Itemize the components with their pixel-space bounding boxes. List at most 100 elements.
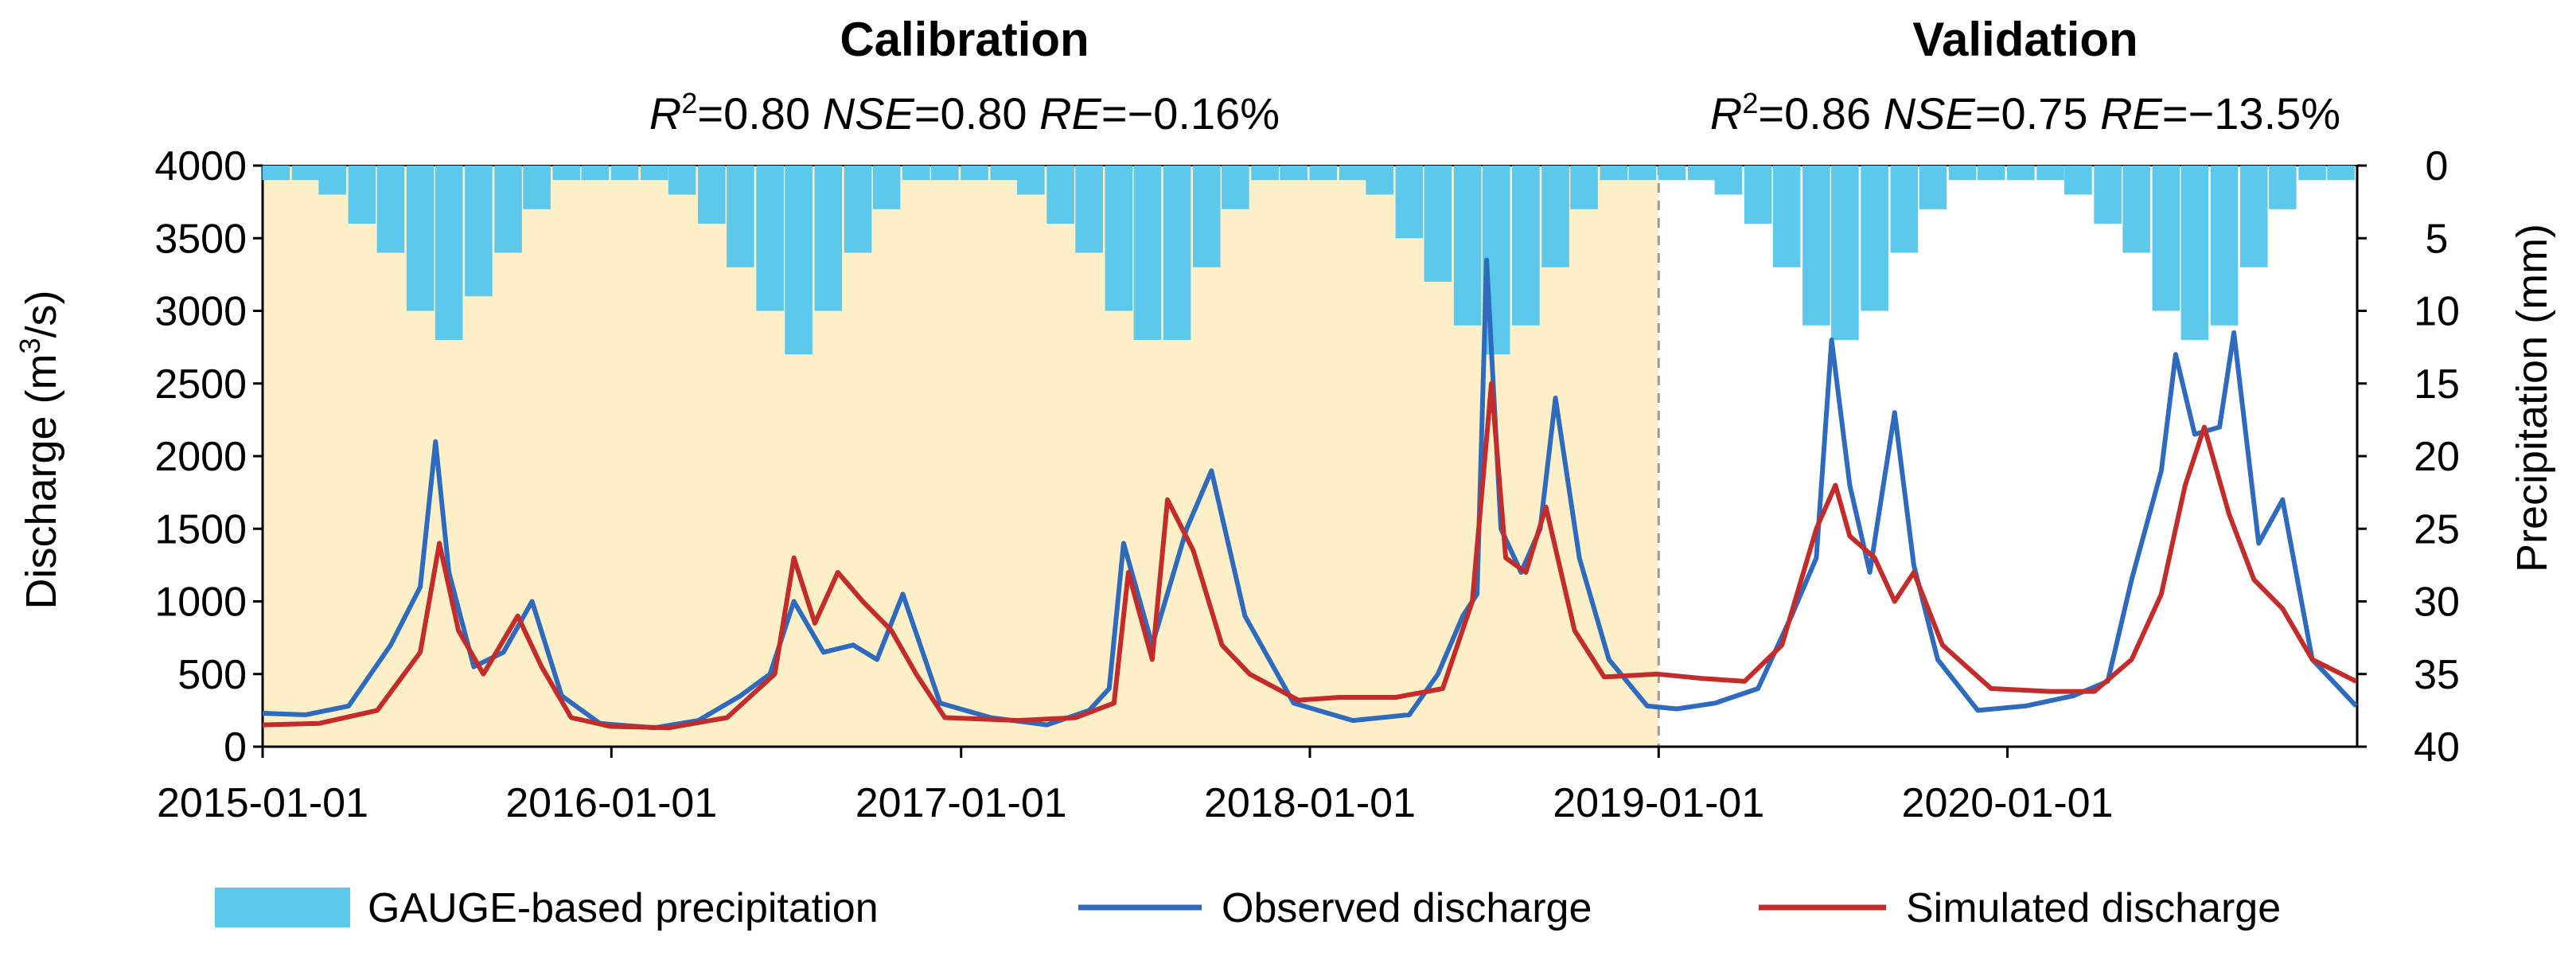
precip-bar: [1046, 166, 1074, 224]
y-right-tick-label: 25: [2414, 506, 2460, 552]
precip-bar: [961, 166, 988, 181]
precip-bar: [872, 166, 901, 209]
precip-bar: [376, 166, 405, 253]
precip-bar: [1424, 166, 1452, 282]
y-left-tick-label: 3000: [154, 289, 247, 335]
precip-bar: [990, 166, 1019, 181]
x-tick-label: 2015-01-01: [157, 780, 368, 826]
y-left-tick-label: 500: [177, 652, 247, 698]
discharge-lines: [262, 257, 2358, 731]
precip-bar: [1861, 166, 1888, 311]
precip-bar: [814, 166, 843, 311]
y-right-tick-label: 15: [2414, 361, 2460, 408]
precip-bar: [1600, 166, 1628, 181]
y-right-tick-label: 0: [2426, 143, 2449, 189]
precip-bar: [2180, 166, 2209, 340]
precip-bar: [1688, 166, 1716, 181]
precip-bar: [1222, 166, 1249, 209]
y-left-tick-label: 2500: [154, 361, 247, 408]
precip-bar: [2298, 166, 2326, 181]
precip-bar: [1163, 166, 1191, 340]
precip-bar: [291, 166, 320, 181]
precip-bar: [1541, 166, 1569, 267]
precip-bar: [2036, 166, 2064, 181]
y-left-tick-label: 1500: [154, 506, 247, 552]
x-tick-label: 2019-01-01: [1553, 780, 1764, 826]
precip-bar: [931, 166, 959, 181]
y-right-tick-label: 40: [2414, 724, 2460, 771]
precip-bar: [2064, 166, 2092, 195]
x-tick-label: 2016-01-01: [505, 780, 717, 826]
y-left-tick-label: 4000: [154, 143, 247, 189]
precip-bar: [2007, 166, 2035, 181]
precip-bar: [641, 166, 668, 181]
section-backgrounds: [263, 166, 2357, 747]
y-left-tick-label: 1000: [154, 580, 247, 626]
y-right-tick-label: 10: [2414, 289, 2460, 335]
precip-bar: [552, 166, 581, 181]
precip-bar: [494, 166, 522, 253]
precip-bar: [668, 166, 696, 195]
legend-label-precipitation: GAUGE-based precipitation: [368, 885, 879, 931]
precip-bar: [1280, 166, 1307, 181]
tick-labels: 0 500 1000 1500 2000 2500 3000 3500 4000 0 5 10 15 20…: [154, 143, 2460, 826]
precip-bar: [1251, 166, 1279, 181]
validation-stats: R2=0.86 NSE=0.75 RE=−13.5%: [1710, 87, 2340, 139]
y-right-tick-label: 5: [2426, 216, 2449, 262]
precip-bar: [1919, 166, 1947, 209]
y-left-label: Discharge (m3/s): [14, 290, 65, 609]
precip-bar: [2122, 166, 2150, 253]
validation-title: Validation: [1912, 13, 2138, 66]
precip-bar: [1890, 166, 1919, 253]
precip-bar: [318, 166, 346, 195]
precip-bar: [1339, 166, 1367, 181]
y-right-label: Precipitation (mm): [2508, 224, 2556, 572]
precip-bar: [1802, 166, 1830, 326]
precip-bar: [1512, 166, 1540, 326]
calibration-stats: R2=0.80 NSE=0.80 RE=−0.16%: [649, 87, 1280, 139]
y-right-tick-label: 35: [2414, 652, 2460, 698]
y-right-tick-label: 30: [2414, 580, 2460, 626]
x-tick-label: 2020-01-01: [1902, 780, 2114, 826]
y-left-tick-label: 0: [224, 724, 247, 771]
precip-bar: [1772, 166, 1801, 267]
precip-bar: [1570, 166, 1598, 209]
legend-swatch-precipitation: [215, 888, 350, 927]
precip-bar: [1193, 166, 1221, 267]
precip-bar: [2240, 166, 2268, 267]
precip-bar: [523, 166, 551, 209]
precip-bar: [1948, 166, 1977, 181]
precip-bar: [1105, 166, 1133, 311]
precip-bar: [348, 166, 376, 224]
precip-bar: [1366, 166, 1393, 195]
precip-bar: [610, 166, 639, 181]
simulated-discharge-line: [262, 381, 2358, 731]
precip-bar: [581, 166, 610, 181]
calibration-title: Calibration: [840, 13, 1089, 66]
precip-bar: [1309, 166, 1338, 181]
precip-bar: [785, 166, 813, 355]
precip-bar: [1831, 166, 1859, 340]
y-left-tick-label: 3500: [154, 216, 247, 262]
legend-label-observed: Observed discharge: [1222, 885, 1592, 931]
precip-bar: [1658, 166, 1686, 181]
legend-label-simulated: Simulated discharge: [1906, 885, 2281, 931]
precip-bar: [262, 166, 290, 181]
precip-bar: [1017, 166, 1045, 195]
precip-bar: [2152, 166, 2180, 311]
y-right-tick-label: 20: [2414, 434, 2460, 480]
precip-bar: [756, 166, 784, 311]
precipitation-bars: [262, 166, 2355, 355]
x-tick-label: 2017-01-01: [855, 780, 1067, 826]
legend: GAUGE-based precipitation Observed disch…: [215, 885, 2281, 931]
precip-bar: [1453, 166, 1482, 326]
precip-bar: [1977, 166, 2005, 181]
precip-bar: [844, 166, 872, 253]
x-tick-label: 2018-01-01: [1204, 780, 1416, 826]
precip-bar: [2094, 166, 2122, 224]
precip-bar: [2210, 166, 2239, 326]
precip-bar: [2327, 166, 2355, 181]
precip-bar: [2269, 166, 2297, 209]
precip-bar: [1628, 166, 1657, 181]
